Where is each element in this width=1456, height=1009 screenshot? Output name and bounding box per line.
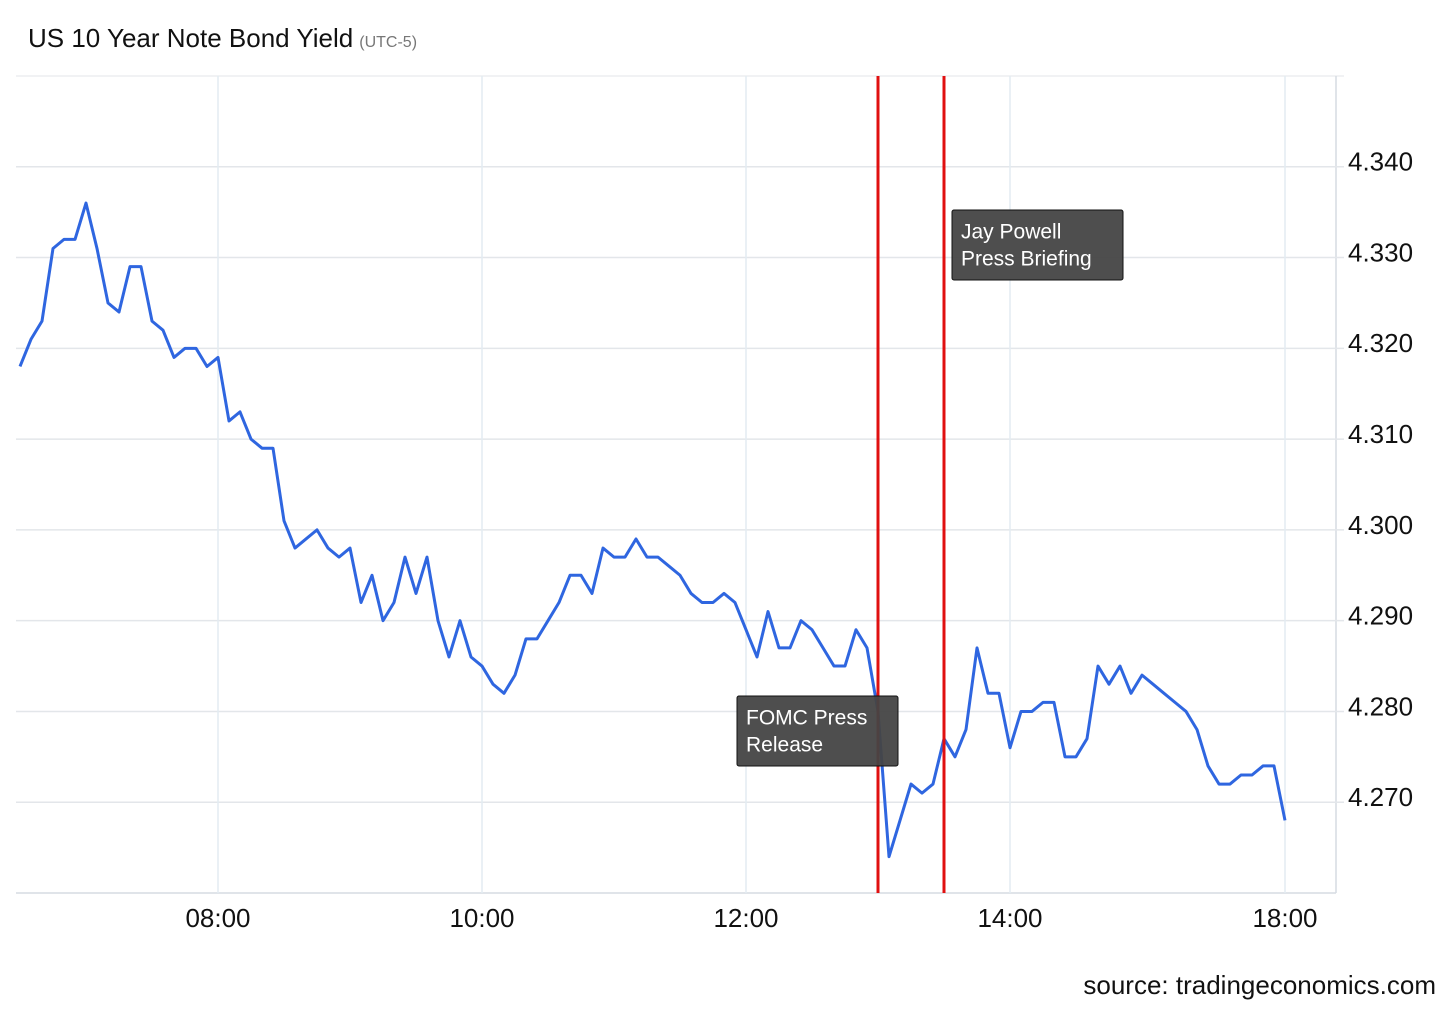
x-tick-label: 08:00: [185, 903, 250, 933]
y-tick-label: 4.340: [1348, 147, 1413, 177]
x-tick-label: 18:00: [1252, 903, 1317, 933]
y-tick-label: 4.290: [1348, 601, 1413, 631]
y-tick-label: 4.270: [1348, 782, 1413, 812]
annotation-text: Jay Powell: [961, 221, 1061, 244]
y-tick-label: 4.330: [1348, 237, 1413, 267]
annotation-text: FOMC Press: [746, 707, 867, 730]
yield-line: [18, 201, 1287, 859]
y-tick-label: 4.310: [1348, 419, 1413, 449]
x-tick-label: 14:00: [977, 903, 1042, 933]
annotation-text: Release: [746, 734, 823, 757]
annotation-box: [951, 209, 1124, 281]
annotation-box: [736, 695, 899, 767]
y-tick-label: 4.320: [1348, 328, 1413, 358]
x-tick-label: 12:00: [713, 903, 778, 933]
annotation-text: Press Briefing: [961, 248, 1092, 271]
x-tick-label: 10:00: [449, 903, 514, 933]
chart-subtitle: (UTC-5): [359, 34, 417, 51]
chart-title: US 10 Year Note Bond Yield: [28, 23, 353, 53]
y-tick-label: 4.280: [1348, 691, 1413, 721]
source-note: source: tradingeconomics.com: [1083, 970, 1436, 1000]
y-tick-label: 4.300: [1348, 510, 1413, 540]
